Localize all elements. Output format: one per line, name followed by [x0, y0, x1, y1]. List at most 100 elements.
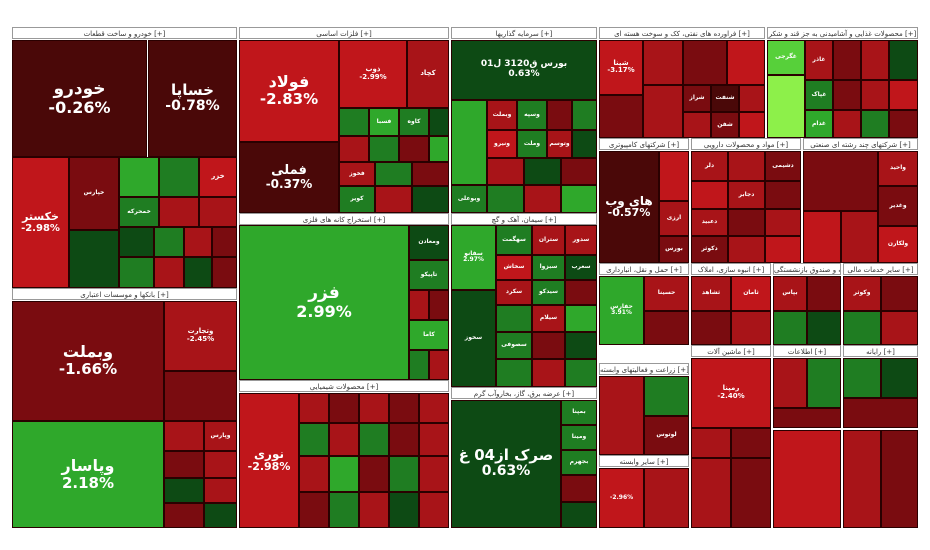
- sector-header[interactable]: سایر وابسته [+]: [599, 455, 689, 467]
- stock-tile[interactable]: [691, 181, 728, 209]
- stock-tile[interactable]: شراز: [683, 85, 711, 112]
- stock-tile[interactable]: [524, 185, 561, 213]
- sector-header[interactable]: ماشین آلات [+]: [691, 345, 771, 357]
- stock-tile[interactable]: ارزی: [659, 201, 689, 236]
- stock-tile[interactable]: [561, 502, 597, 528]
- stock-tile[interactable]: [429, 290, 449, 320]
- stock-tile[interactable]: [359, 423, 389, 456]
- stock-tile[interactable]: [359, 492, 389, 528]
- stock-tile[interactable]: [329, 423, 359, 456]
- sector-header[interactable]: استخراج کانه های فلزی [+]: [239, 213, 449, 225]
- stock-tile[interactable]: [728, 151, 765, 181]
- sector-header[interactable]: مواد و محصولات دارویی [+]: [691, 138, 801, 150]
- stock-tile[interactable]: [727, 40, 765, 85]
- stock-tile[interactable]: [547, 100, 572, 130]
- sector-header[interactable]: شرکتهای کامپیوتری [+]: [599, 138, 689, 150]
- stock-tile[interactable]: کاوه: [399, 108, 429, 136]
- stock-tile[interactable]: [803, 211, 841, 263]
- stock-tile[interactable]: بورس ق3120 ل01 0.63%: [451, 40, 597, 100]
- stock-tile[interactable]: سیلام: [532, 305, 565, 332]
- stock-tile[interactable]: [889, 80, 918, 110]
- stock-tile[interactable]: [389, 456, 419, 492]
- stock-tile[interactable]: [803, 151, 878, 211]
- stock-tile[interactable]: [683, 40, 727, 85]
- stock-tile[interactable]: [389, 423, 419, 456]
- stock-tile[interactable]: [644, 468, 689, 528]
- stock-tile[interactable]: صرک از04 غ 0.63%: [451, 400, 561, 528]
- stock-tile[interactable]: فخوز: [339, 162, 375, 186]
- stock-tile[interactable]: خمحرکه: [119, 197, 159, 227]
- stock-tile[interactable]: [889, 110, 918, 138]
- stock-tile[interactable]: [299, 456, 329, 492]
- stock-tile[interactable]: [572, 130, 597, 158]
- stock-tile[interactable]: [599, 376, 644, 455]
- stock-tile[interactable]: غگرجی: [767, 40, 805, 75]
- stock-tile[interactable]: [299, 492, 329, 528]
- stock-tile[interactable]: سهگمت: [496, 225, 532, 255]
- stock-tile[interactable]: [599, 95, 643, 138]
- stock-tile[interactable]: کویر: [339, 186, 375, 213]
- stock-tile[interactable]: ثامان: [731, 276, 771, 311]
- stock-tile[interactable]: [496, 359, 532, 387]
- stock-tile[interactable]: [765, 236, 801, 263]
- stock-tile[interactable]: وتوسم: [547, 130, 572, 158]
- stock-tile[interactable]: [204, 503, 237, 528]
- stock-tile[interactable]: [375, 162, 412, 186]
- stock-tile[interactable]: [861, 40, 889, 80]
- sector-header[interactable]: بانکها و موسسات اعتباری [+]: [12, 288, 237, 300]
- stock-tile[interactable]: دعبید: [691, 209, 728, 236]
- stock-tile[interactable]: [204, 451, 237, 478]
- stock-tile[interactable]: [419, 456, 449, 492]
- stock-tile[interactable]: [429, 136, 449, 162]
- stock-tile[interactable]: غدام: [805, 110, 833, 138]
- stock-tile[interactable]: [691, 428, 731, 458]
- stock-tile[interactable]: [565, 280, 597, 305]
- stock-tile[interactable]: سصوفی: [496, 332, 532, 359]
- stock-tile[interactable]: [765, 209, 801, 236]
- stock-tile[interactable]: [728, 236, 765, 263]
- stock-tile[interactable]: نوری -2.98%: [239, 393, 299, 528]
- stock-tile[interactable]: [765, 181, 801, 209]
- stock-tile[interactable]: [773, 408, 841, 428]
- stock-tile[interactable]: [691, 458, 731, 528]
- stock-tile[interactable]: ستران: [532, 225, 565, 255]
- stock-tile[interactable]: [843, 311, 881, 345]
- stock-tile[interactable]: وملت: [517, 130, 547, 158]
- stock-tile[interactable]: [204, 478, 237, 503]
- stock-tile[interactable]: سغرب: [565, 255, 597, 280]
- stock-tile[interactable]: [532, 359, 565, 387]
- stock-tile[interactable]: ومعادن: [409, 225, 449, 260]
- stock-tile[interactable]: [496, 305, 532, 332]
- stock-tile[interactable]: فولاد -2.83%: [239, 40, 339, 142]
- stock-tile[interactable]: های وب -0.57%: [599, 151, 659, 263]
- stock-tile[interactable]: ذوب -2.99%: [339, 40, 407, 108]
- stock-tile[interactable]: فسبا: [369, 108, 399, 136]
- sector-header[interactable]: اطلاعات [+]: [773, 345, 841, 357]
- stock-tile[interactable]: وبملت -1.66%: [12, 301, 164, 421]
- stock-tile[interactable]: [881, 276, 918, 311]
- stock-tile[interactable]: وسپه: [517, 100, 547, 130]
- stock-tile[interactable]: [199, 197, 237, 227]
- stock-tile[interactable]: ولکارن: [878, 226, 918, 263]
- stock-tile[interactable]: ونیرو: [487, 130, 517, 158]
- stock-tile[interactable]: [419, 423, 449, 456]
- sector-header[interactable]: سیمان، آهک و گچ [+]: [451, 213, 597, 225]
- stock-tile[interactable]: [561, 475, 597, 502]
- stock-tile[interactable]: [889, 40, 918, 80]
- stock-tile[interactable]: [881, 430, 918, 528]
- sector-header[interactable]: رایانه [+]: [843, 345, 918, 357]
- stock-tile[interactable]: فملی -0.37%: [239, 142, 339, 213]
- stock-tile[interactable]: سخوز: [451, 290, 496, 387]
- sector-header[interactable]: فراورده های نفتی، کک و سوخت هسته ای [+]: [599, 27, 765, 39]
- sector-header[interactable]: حمل و نقل، انبارداری [+]: [599, 263, 689, 275]
- stock-tile[interactable]: [565, 359, 597, 387]
- stock-tile[interactable]: [69, 230, 119, 288]
- stock-tile[interactable]: [691, 311, 731, 345]
- stock-tile[interactable]: [299, 423, 329, 456]
- stock-tile[interactable]: بپاس: [773, 276, 807, 311]
- stock-tile[interactable]: وغدیر: [878, 186, 918, 226]
- sector-header[interactable]: محصولات غذایی و آشامیدنی به جز قند و شکر…: [767, 27, 918, 39]
- stock-tile[interactable]: سیدکو: [532, 280, 565, 305]
- stock-tile[interactable]: [164, 421, 204, 451]
- stock-tile[interactable]: [164, 371, 237, 421]
